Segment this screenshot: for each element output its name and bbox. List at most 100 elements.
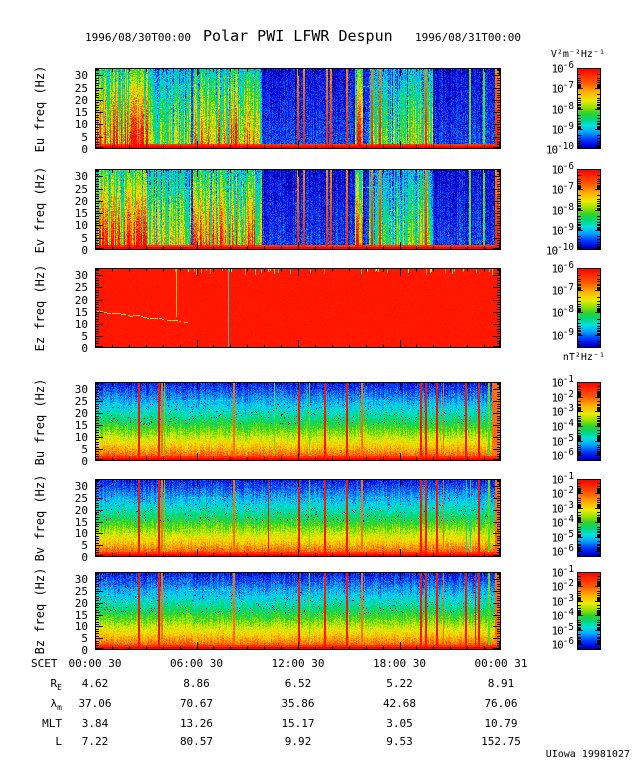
colorbar-tick-label: 10-5 [551,432,574,449]
y-tick-label: 30 [74,170,88,184]
colorbar-tick-label: 10-2 [551,485,574,502]
credit-label: UIowa 19981027 [545,749,630,760]
y-tick-label: 15 [74,305,88,319]
y-tick-label: 10 [74,219,88,233]
y-tick-label: 30 [74,269,88,283]
colorbar-tick-label: 10-6 [551,260,574,276]
start-date-label: 1996/08/30T00:00 [85,31,191,44]
y-tick-label: 20 [74,407,88,421]
y-axis-label-bv: Bv freq (Hz) [33,474,47,562]
scet-tick-label: 18:00 30 [373,657,426,670]
y-tick-label: 15 [74,419,88,433]
ephemeris-row-label: RE [50,677,62,693]
colorbar-tick-label: 10-8 [551,304,574,321]
colorbar-tick-label: 10-7 [551,80,574,96]
colorbar-ev [577,169,601,250]
colorbar-tick-label: 10-4 [551,514,574,530]
scet-tick-label: 06:00 30 [170,657,223,670]
y-tick-label: 25 [74,584,88,598]
ephemeris-value: 8.91 [487,677,515,690]
end-date-label: 1996/08/31T00:00 [415,31,521,44]
scet-tick-label: 00:00 30 [68,657,122,670]
plot-title: Polar PWI LFWR Despun [203,27,393,45]
y-tick-label: 25 [74,81,88,95]
spectrogram-ez [95,268,501,348]
colorbar-tick-label: 10-6 [551,636,574,652]
colorbar-tick-label: 10-6 [551,161,574,177]
y-tick-label: 0 [81,143,88,156]
ephemeris-value: 35.86 [281,697,315,710]
y-tick-label: 20 [74,194,88,208]
electric-units-label: V²m⁻²Hz⁻¹ [550,49,605,60]
ephemeris-value: 7.22 [81,735,109,748]
ephemeris-value: 70.67 [179,697,214,710]
magnetic-units-label: nT²Hz⁻¹ [562,352,605,363]
y-tick-label: 30 [74,573,88,587]
colorbar-tick-label: 10-5 [551,528,574,545]
colorbar-tick-label: 10-3 [551,403,574,419]
y-tick-label: 20 [74,503,88,517]
colorbar-tick-label: 10-4 [551,417,574,434]
y-tick-label: 25 [74,182,88,196]
colorbar-tick-label: 10-3 [551,499,574,516]
spectrogram-bu [95,382,501,461]
scet-axis-label: SCET [31,657,58,670]
spectrogram-ev [95,169,501,250]
ephemeris-value: 152.75 [481,735,521,748]
scet-tick-label: 00:00 31 [474,657,528,670]
colorbar-tick-label: 10-9 [551,326,574,343]
y-tick-label: 20 [74,596,88,610]
y-tick-label: 25 [74,491,88,505]
y-tick-label: 30 [74,480,88,494]
y-tick-label: 15 [74,515,88,529]
y-tick-label: 0 [81,644,88,657]
y-tick-label: 25 [74,395,88,409]
y-axis-label-ev: Ev freq (Hz) [33,166,47,253]
colorbar-bv [577,479,601,557]
colorbar-tick-label: 10-9 [551,120,574,137]
colorbar-tick-label: 10-2 [551,578,574,595]
ephemeris-value: 6.52 [284,677,312,690]
colorbar-bu [577,382,601,461]
colorbar-tick-label: 10-7 [551,282,574,298]
ephemeris-value: 42.68 [382,697,417,710]
ephemeris-value: 3.05 [386,717,413,730]
colorbar-tick-label: 10-6 [551,543,574,559]
scet-tick-label: 12:00 30 [271,657,325,670]
colorbar-tick-label: 10-3 [551,592,574,609]
ephemeris-row-label: λm [50,697,62,713]
y-axis-label-bz: Bz freq (Hz) [33,567,47,655]
colorbar-bz [577,572,601,650]
colorbar-tick-label: 10-8 [551,201,574,218]
y-tick-label: 10 [74,317,88,331]
y-tick-label: 5 [81,231,88,245]
spectrogram-bz [95,572,501,650]
y-tick-label: 25 [74,281,88,295]
colorbar-tick-label: 10-10 [545,141,574,157]
ephemeris-row-label: L [55,735,62,748]
colorbar-tick-label: 10-2 [551,388,574,405]
y-tick-label: 0 [81,244,88,257]
y-tick-label: 30 [74,383,88,397]
y-axis-label-ez: Ez freq (Hz) [33,264,47,352]
ephemeris-value: 4.62 [81,677,109,690]
y-tick-label: 30 [74,69,88,83]
ephemeris-value: 80.57 [179,735,214,748]
ephemeris-value: 37.06 [78,697,112,710]
colorbar-tick-label: 10-6 [551,60,574,76]
y-tick-label: 20 [74,293,88,307]
y-tick-label: 5 [81,539,88,553]
colorbar-tick-label: 10-8 [551,100,574,117]
y-tick-label: 15 [74,608,88,622]
ephemeris-value: 76.06 [484,697,518,710]
colorbar-tick-label: 10-9 [551,221,574,238]
colorbar-tick-label: 10-10 [545,242,574,258]
colorbar-ez [577,268,601,348]
colorbar-tick-label: 10-6 [551,447,574,463]
ephemeris-value: 8.86 [183,677,210,690]
colorbar-tick-label: 10-1 [551,471,574,487]
colorbar-tick-label: 10-4 [551,607,574,623]
y-tick-label: 10 [74,620,88,634]
colorbar-tick-label: 10-1 [551,564,574,580]
